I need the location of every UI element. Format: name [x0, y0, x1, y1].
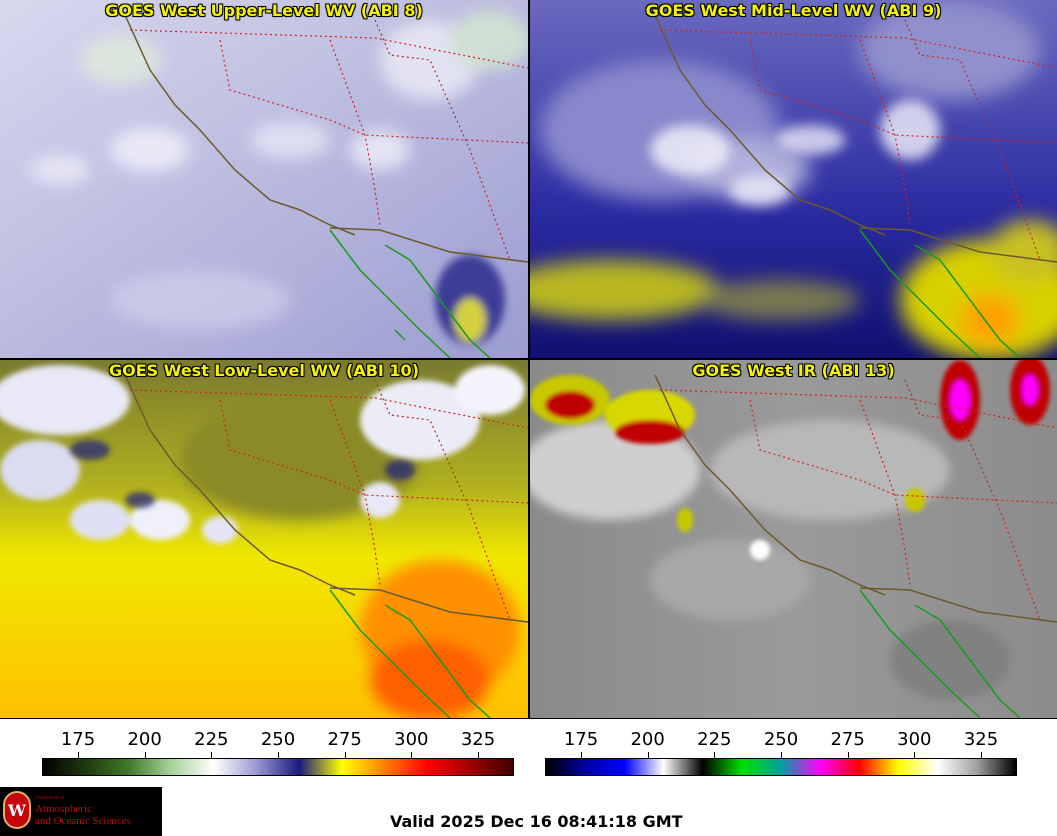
tick-mark	[278, 752, 279, 758]
tick-label: 175	[60, 729, 96, 750]
tick-mark	[781, 752, 782, 758]
tick-label: 325	[460, 729, 496, 750]
logo-line2: and Oceanic Sciences	[35, 815, 131, 827]
panel-title: GOES West Mid-Level WV (ABI 9)	[645, 1, 942, 20]
tick-label: 325	[963, 729, 999, 750]
tick-mark	[144, 752, 146, 758]
tick-label: 275	[327, 729, 362, 750]
tick-mark	[581, 752, 582, 758]
bottom-divider	[0, 718, 1057, 719]
tick-label: 200	[630, 729, 665, 750]
upper-wv-imagery	[0, 0, 528, 358]
tick-label: 300	[897, 729, 932, 750]
tick-label: 275	[830, 729, 865, 750]
logo-line1: Atmospheric	[35, 803, 92, 815]
colorbar-ir: 175 200 225 250 275 300 325	[530, 729, 1057, 781]
aos-logo[interactable]: W Department of Atmospheric and Oceanic …	[0, 787, 162, 836]
panel-low-level-wv: GOES West Low-Level WV (ABI 10)	[0, 360, 528, 718]
panel-upper-level-wv: GOES West Upper-Level WV (ABI 8)	[0, 0, 528, 358]
tick-label: 225	[697, 729, 732, 750]
mid-wv-imagery	[530, 0, 1057, 358]
tick-label: 250	[763, 729, 799, 750]
panel-title: GOES West Upper-Level WV (ABI 8)	[105, 1, 423, 20]
horizontal-divider	[0, 358, 1057, 360]
panel-title: GOES West IR (ABI 13)	[692, 361, 895, 380]
tick-mark	[714, 752, 716, 758]
tick-mark	[478, 752, 479, 758]
tick-label: 200	[127, 729, 162, 750]
colorbar-wv: 175 200 225 250 275 300 325	[0, 729, 528, 781]
ir-imagery	[530, 360, 1057, 718]
tick-mark	[647, 752, 649, 758]
tick-mark	[914, 752, 916, 758]
tick-label: 250	[260, 729, 296, 750]
tick-mark	[847, 752, 849, 758]
low-wv-imagery	[0, 360, 528, 718]
tick-mark	[211, 752, 213, 758]
valid-time: Valid 2025 Dec 16 08:41:18 GMT	[390, 812, 683, 831]
colorbar-ir-gradient	[545, 758, 1017, 776]
panel-title: GOES West Low-Level WV (ABI 10)	[108, 361, 419, 380]
tick-mark	[344, 752, 346, 758]
tick-label: 300	[394, 729, 429, 750]
logo-dept-text: Department of	[35, 796, 65, 801]
tick-mark	[78, 752, 79, 758]
panel-mid-level-wv: GOES West Mid-Level WV (ABI 9)	[530, 0, 1057, 358]
tick-label: 225	[194, 729, 229, 750]
uw-seal-icon: W	[3, 791, 31, 829]
panel-ir: GOES West IR (ABI 13)	[530, 360, 1057, 718]
colorbar-wv-gradient	[42, 758, 514, 776]
tick-label: 175	[563, 729, 599, 750]
tick-mark	[981, 752, 982, 758]
tick-mark	[411, 752, 413, 758]
